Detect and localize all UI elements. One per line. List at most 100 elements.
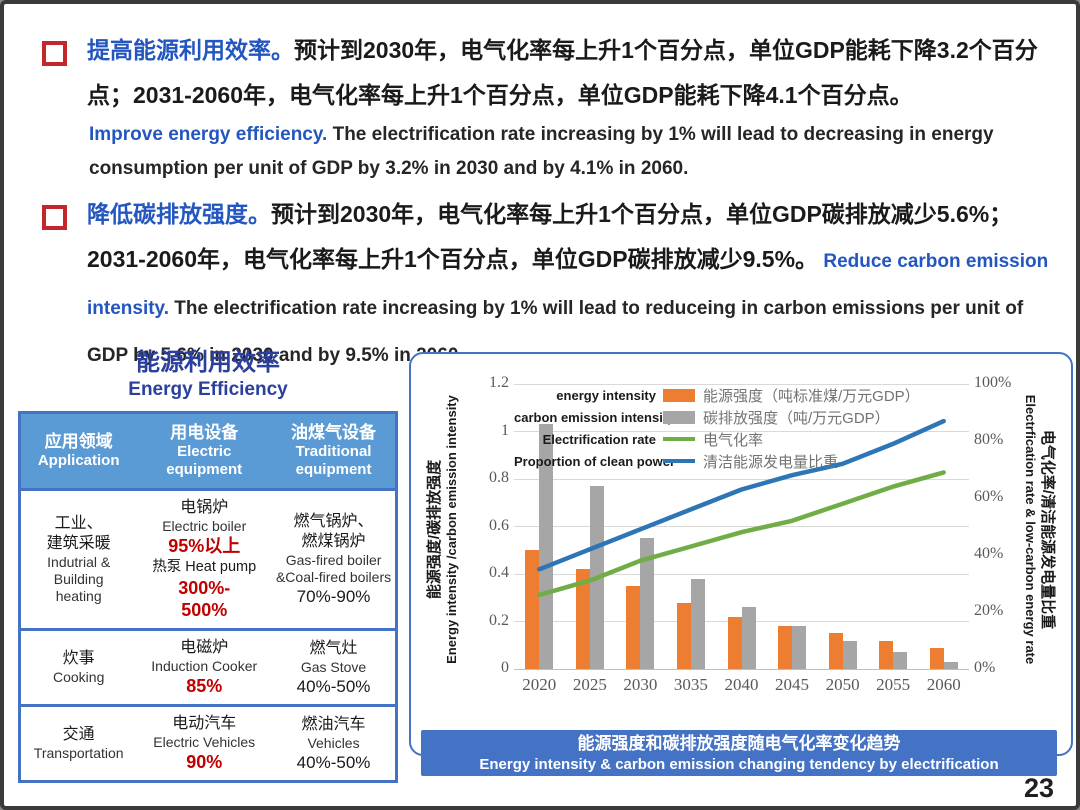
chart-plot: energy intensity 能源强度（吨标准煤/万元GDP） carbon e… bbox=[514, 383, 969, 670]
x-axis-label: 3035 bbox=[673, 675, 708, 694]
table-title-en: Energy Efficiency bbox=[128, 379, 288, 400]
legend-line-icon bbox=[663, 459, 695, 463]
caption-en: Energy intensity & carbon emission chang… bbox=[479, 756, 999, 773]
right-tick-label: 40% bbox=[974, 545, 1004, 562]
legend-label-en: energy intensity bbox=[556, 387, 656, 403]
x-axis-label: 2045 bbox=[775, 675, 810, 694]
x-axis-label: 2040 bbox=[724, 675, 759, 694]
line-Electrification-rate bbox=[537, 470, 946, 598]
legend-label-zh: 电气化率 bbox=[703, 431, 764, 449]
right-tick-label: 20% bbox=[974, 602, 1004, 619]
gridline bbox=[514, 668, 969, 670]
bar-energy-intensity bbox=[575, 569, 590, 669]
bullet2-en-lead: Reduce carbon emission intensity. bbox=[87, 251, 1049, 319]
legend-item: Electrification rate 电气化率 bbox=[514, 428, 959, 450]
bar-carbon-emission-intensity bbox=[539, 424, 554, 669]
gridline bbox=[514, 526, 969, 527]
bar-carbon-emission-intensity bbox=[842, 640, 857, 669]
legend-label-zh: 碳排放强度（吨/万元GDP） bbox=[703, 409, 890, 427]
table-header-row: 应用领域 Application 用电设备 Electric equipment 油… bbox=[19, 412, 397, 490]
x-axis-label: 2055 bbox=[876, 675, 911, 694]
left-tick-label: 0.6 bbox=[489, 516, 509, 534]
efficiency-value-red: 90% bbox=[186, 752, 223, 772]
gridline bbox=[514, 383, 969, 385]
chart-legend: energy intensity 能源强度（吨标准煤/万元GDP） carbon e… bbox=[514, 384, 959, 472]
bar-carbon-emission-intensity bbox=[943, 661, 958, 669]
gridline bbox=[514, 431, 969, 432]
legend-swatch-icon bbox=[663, 388, 695, 402]
chart-caption-banner: 能源强度和碳排放强度随电气化率变化趋势 Energy intensity & c… bbox=[421, 730, 1057, 776]
right-tick-label: 60% bbox=[974, 488, 1004, 505]
line-Proportion-of-clean-power bbox=[537, 418, 946, 572]
header-electric-equipment: 用电设备 Electric equipment bbox=[136, 412, 273, 490]
legend-label-zh: 清洁能源发电量比重 bbox=[703, 453, 839, 471]
legend-item: carbon emission intensity 碳排放强度（吨/万元GDP） bbox=[514, 406, 959, 428]
bullet-list: 提高能源利用效率。预计到2030年，电气化率每上升1个百分点，单位GDP能耗下降… bbox=[32, 28, 1056, 384]
bar-energy-intensity bbox=[879, 640, 894, 669]
legend-label-en: carbon emission intensity bbox=[514, 409, 675, 425]
left-tick-label: 0.4 bbox=[489, 564, 509, 581]
bar-energy-intensity bbox=[626, 585, 641, 669]
bar-carbon-emission-intensity bbox=[640, 538, 655, 669]
gridline bbox=[514, 573, 969, 575]
bar-carbon-emission-intensity bbox=[792, 626, 807, 669]
caption-zh: 能源强度和碳排放强度随电气化率变化趋势 bbox=[577, 734, 901, 753]
bullet2-mixed: 降低碳排放强度。预计到2030年，电气化率每上升1个百分点，单位GDP碳排放减少… bbox=[87, 192, 1056, 378]
legend-item: Proportion of clean power 清洁能源发电量比重 bbox=[514, 450, 959, 472]
cell-electric-heating: 电锅炉 Electric boiler 95%以上 热泵 Heat pump 3… bbox=[136, 488, 273, 630]
legend-item: energy intensity 能源强度（吨标准煤/万元GDP） bbox=[514, 384, 959, 406]
efficiency-table: 应用领域 Application 用电设备 Electric equipment 油… bbox=[18, 411, 398, 783]
cell-application-cooking: 炊事 Cooking bbox=[19, 628, 137, 706]
left-tick-label: 0.2 bbox=[489, 611, 509, 629]
x-axis-label: 2020 bbox=[522, 675, 557, 694]
page-number: 23 bbox=[1023, 773, 1054, 803]
bullet2-zh-lead: 降低碳排放强度。 bbox=[87, 201, 271, 227]
header-application: 应用领域 Application bbox=[19, 412, 137, 490]
bar-energy-intensity bbox=[778, 626, 793, 669]
cell-electric-transportation: 电动汽车 Electric Vehicles 90% bbox=[136, 704, 273, 782]
left-tick-label: 1.2 bbox=[489, 374, 509, 391]
legend-label-en: Proportion of clean power bbox=[514, 453, 676, 469]
left-axis-label: 能源强度/碳排放强度 Energy intensity /carbon emis… bbox=[425, 394, 459, 664]
table-title-zh: 能源利用效率 bbox=[136, 349, 280, 376]
table-row-transportation: 交通 Transportation 电动汽车 Electric Vehicles … bbox=[19, 704, 397, 782]
left-tick-label: 0 bbox=[501, 659, 509, 676]
cell-electric-cooking: 电磁炉 Induction Cooker 85% bbox=[136, 628, 273, 706]
red-square-bullet-icon bbox=[42, 41, 67, 66]
x-axis-label: 2025 bbox=[572, 675, 607, 694]
bar-carbon-emission-intensity bbox=[741, 607, 756, 669]
legend-swatch-icon bbox=[663, 410, 695, 424]
cell-traditional-cooking: 燃气灶 Gas Stove 40%-50% bbox=[272, 628, 397, 706]
legend-line-icon bbox=[663, 437, 695, 441]
bullet2-en-body: The electrification rate increasing by 1… bbox=[87, 298, 1024, 366]
bar-energy-intensity bbox=[929, 647, 944, 669]
bullet-energy-efficiency: 提高能源利用效率。预计到2030年，电气化率每上升1个百分点，单位GDP能耗下降… bbox=[32, 28, 1056, 186]
bar-carbon-emission-intensity bbox=[893, 652, 908, 669]
bar-energy-intensity bbox=[828, 633, 843, 669]
cell-application-transportation: 交通 Transportation bbox=[19, 704, 137, 782]
bullet-carbon-intensity: 降低碳排放强度。预计到2030年，电气化率每上升1个百分点，单位GDP碳排放减少… bbox=[32, 192, 1056, 378]
table-row-heating: 工业、 建筑采暖 Indutrial & Building heating 电锅炉… bbox=[19, 488, 397, 630]
right-axis-label: 电气化率/清洁能源发电量比重 Electrfication rate & low… bbox=[1023, 394, 1057, 664]
chart-panel: 能源强度/碳排放强度 Energy intensity /carbon emis… bbox=[409, 352, 1073, 776]
bullet1-english: Improve energy efficiency. The electrifi… bbox=[87, 118, 1056, 186]
legend-label-en: Electrification rate bbox=[542, 431, 656, 447]
header-traditional-equipment: 油煤气设备 Traditional equipment bbox=[272, 412, 397, 490]
bullet1-en-body: The electrification rate increasing by 1… bbox=[89, 124, 994, 179]
bullet1-zh-body: 预计到2030年，电气化率每上升1个百分点，单位GDP能耗下降3.2个百分点；2… bbox=[87, 37, 1038, 108]
legend-label-zh: 能源强度（吨标准煤/万元GDP） bbox=[703, 387, 920, 405]
gridline bbox=[514, 478, 969, 480]
bar-energy-intensity bbox=[525, 550, 540, 669]
cell-traditional-heating: 燃气锅炉、 燃煤锅炉 Gas-fired boiler &Coal-fired … bbox=[272, 488, 397, 630]
energy-efficiency-section: 能源利用效率 Energy Efficiency 应用领域 Application… bbox=[18, 348, 398, 783]
bullet1-zh-lead: 提高能源利用效率。 bbox=[87, 37, 294, 63]
x-axis-label: 2030 bbox=[623, 675, 658, 694]
bullet2-zh-body: 预计到2030年，电气化率每上升1个百分点，单位GDP碳排放减少5.6%；203… bbox=[87, 201, 1013, 272]
table-row-cooking: 炊事 Cooking 电磁炉 Induction Cooker 85% 燃气灶 G… bbox=[19, 628, 397, 706]
right-tick-label: 80% bbox=[974, 431, 1004, 448]
efficiency-value-red: 85% bbox=[186, 676, 223, 696]
left-tick-label: 1 bbox=[501, 421, 509, 439]
x-axis-label: 2050 bbox=[825, 675, 860, 694]
chart-area: energy intensity 能源强度（吨标准煤/万元GDP） carbon e… bbox=[469, 366, 1014, 712]
